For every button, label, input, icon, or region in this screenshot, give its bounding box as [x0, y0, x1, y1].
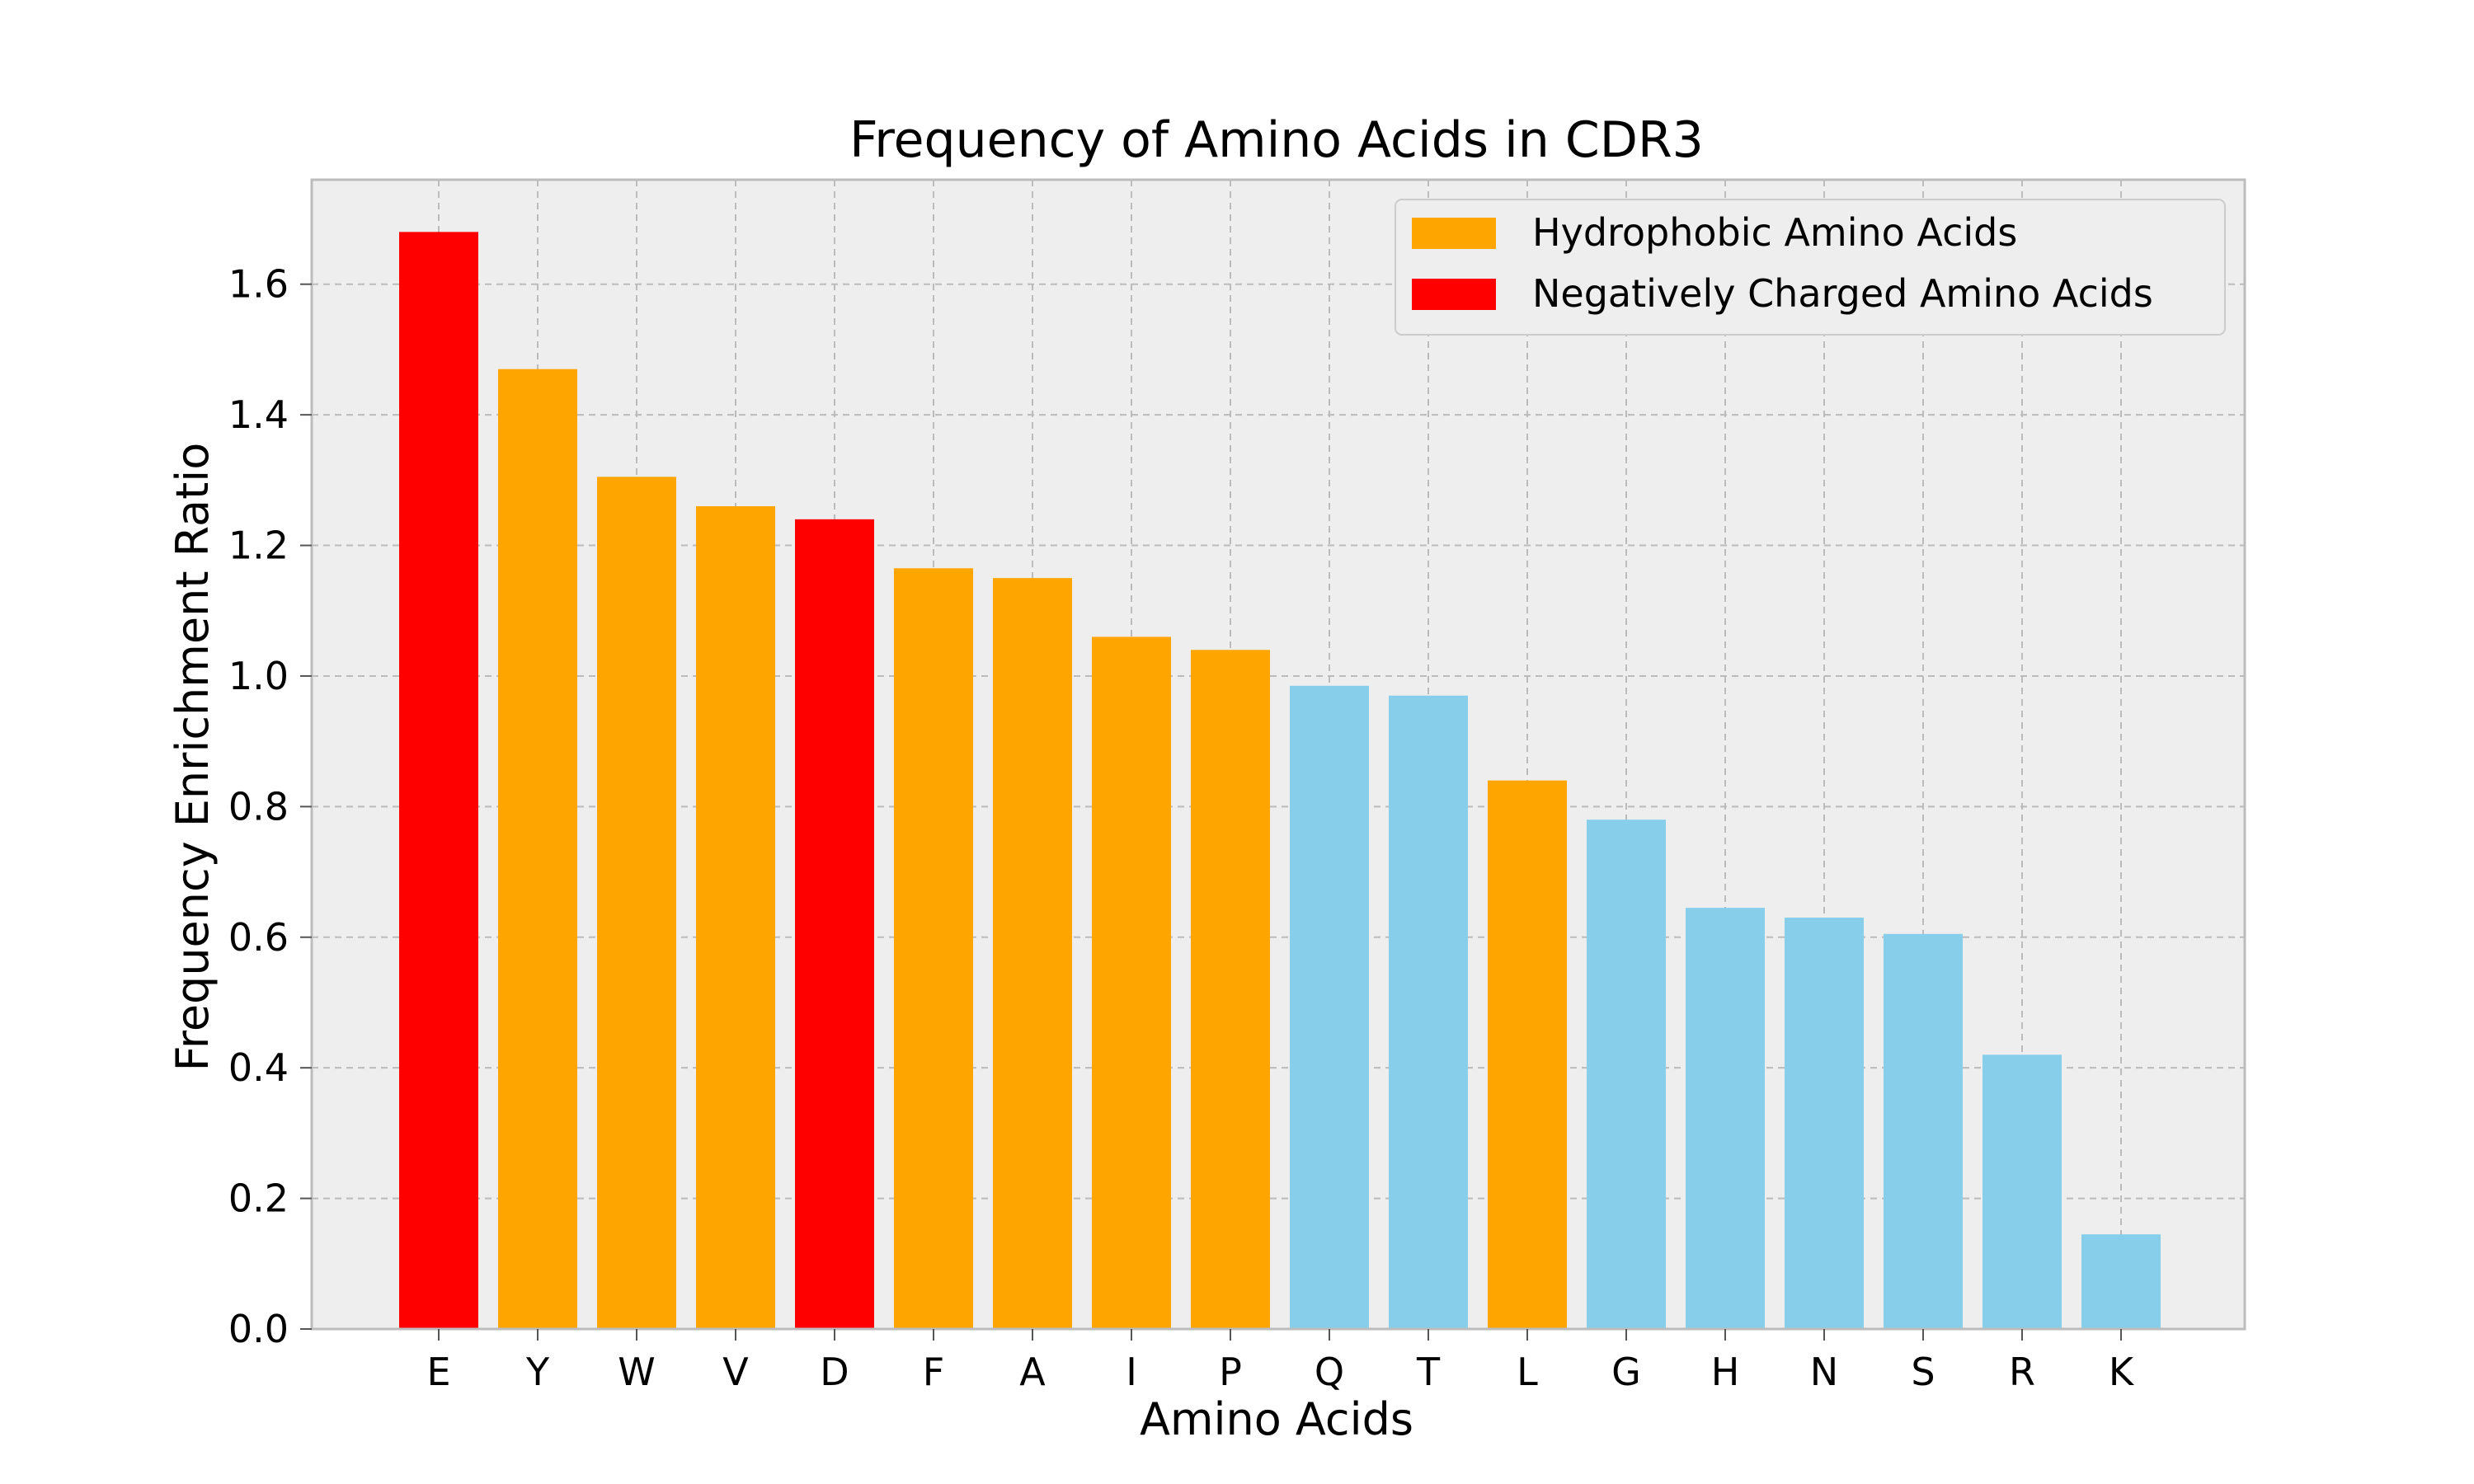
- x-tick-label-F: F: [923, 1350, 944, 1394]
- y-axis-label: Frequency Enrichment Ratio: [167, 443, 219, 1072]
- x-tick-label-T: T: [1416, 1350, 1441, 1394]
- bar-K: [2081, 1234, 2161, 1329]
- x-tick-label-D: D: [820, 1350, 849, 1394]
- legend-box: [1395, 199, 2226, 336]
- bar-N: [1785, 918, 1864, 1329]
- x-tick-label-V: V: [722, 1350, 749, 1394]
- x-tick-label-N: N: [1810, 1350, 1838, 1394]
- bar-D: [795, 519, 874, 1329]
- y-tick-label: 0.0: [228, 1307, 289, 1351]
- x-tick-label-P: P: [1219, 1350, 1242, 1394]
- bar-H: [1686, 908, 1765, 1329]
- plot-frame: [310, 178, 2246, 1331]
- bar-Q: [1290, 685, 1369, 1329]
- x-axis-label: Amino Acids: [1140, 1393, 1413, 1445]
- y-tick-label: 0.8: [228, 784, 289, 829]
- bar-Y: [498, 369, 577, 1330]
- bar-E: [399, 232, 478, 1329]
- x-tick-label-L: L: [1517, 1350, 1538, 1394]
- y-tick-label: 1.0: [228, 654, 289, 698]
- y-tick-label: 1.2: [228, 524, 289, 568]
- bar-F: [894, 568, 973, 1329]
- bar-T: [1389, 695, 1468, 1329]
- x-tick-label-Q: Q: [1315, 1350, 1344, 1394]
- bar-I: [1092, 636, 1171, 1329]
- x-tick-label-R: R: [2009, 1350, 2035, 1394]
- legend-label-negative: Negatively Charged Amino Acids: [1532, 271, 2153, 316]
- bar-V: [696, 506, 775, 1329]
- x-tick-label-Y: Y: [525, 1350, 550, 1394]
- x-tick-label-E: E: [426, 1350, 450, 1394]
- legend: Hydrophobic Amino Acids Negatively Charg…: [1395, 199, 2226, 336]
- bar-L: [1488, 780, 1567, 1329]
- axes-frame: [310, 178, 2246, 1331]
- y-tick-label: 0.4: [228, 1045, 289, 1090]
- bar-P: [1191, 650, 1270, 1329]
- bar-A: [993, 578, 1072, 1329]
- x-tick-label-W: W: [618, 1350, 655, 1394]
- x-tick-label-H: H: [1711, 1350, 1740, 1394]
- y-tick-label: 0.6: [228, 915, 289, 960]
- chart-title: Frequency of Amino Acids in CDR3: [849, 111, 1704, 169]
- bars: [399, 232, 2161, 1330]
- legend-label-hydrophobic: Hydrophobic Amino Acids: [1532, 210, 2017, 255]
- x-tick-label-G: G: [1611, 1350, 1641, 1394]
- legend-swatch-hydrophobic: [1412, 218, 1496, 249]
- y-tick-label: 1.4: [228, 392, 289, 437]
- y-tick-label: 0.2: [228, 1176, 289, 1221]
- bar-G: [1587, 819, 1666, 1329]
- bar-R: [1982, 1054, 2062, 1329]
- bar-W: [597, 477, 676, 1330]
- bar-S: [1884, 933, 1963, 1329]
- x-tick-label-S: S: [1911, 1350, 1935, 1394]
- y-tick-label: 1.6: [228, 262, 289, 307]
- y-axis: 0.0 0.2 0.4 0.6 0.8 1.0 1.2 1.4 1.6: [228, 262, 312, 1351]
- x-tick-label-I: I: [1126, 1350, 1137, 1394]
- x-tick-label-A: A: [1019, 1350, 1046, 1394]
- x-tick-label-K: K: [2109, 1350, 2135, 1394]
- legend-swatch-negative: [1412, 279, 1496, 310]
